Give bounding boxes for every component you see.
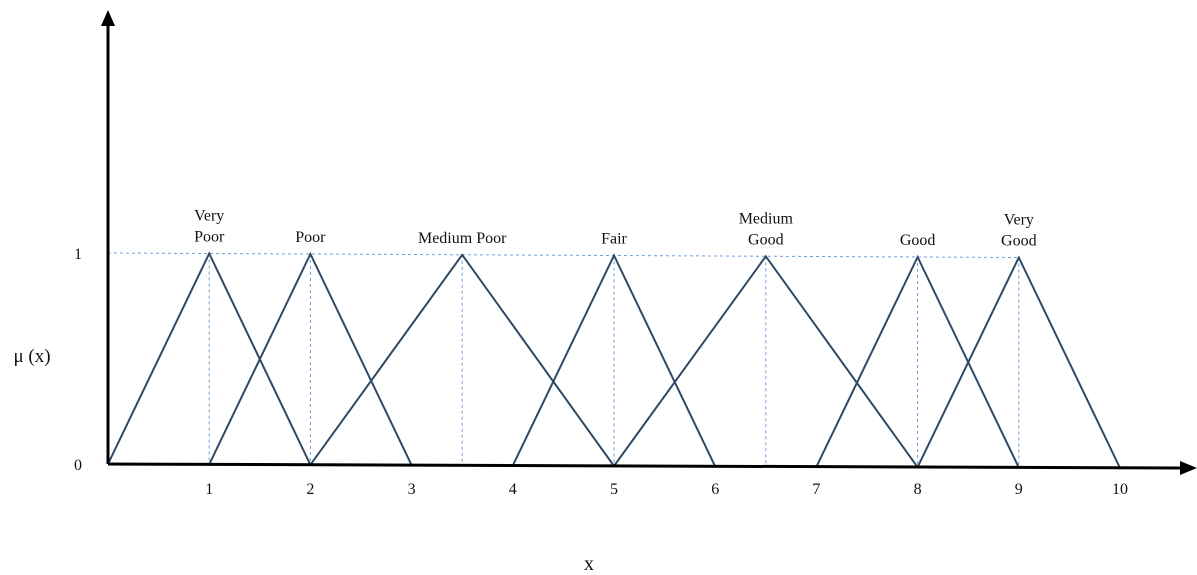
x-tick-label: 8 <box>914 481 922 498</box>
term-label: Very Poor <box>194 208 225 246</box>
x-tick-label: 1 <box>205 481 213 498</box>
x-axis-label: x <box>584 553 594 575</box>
x-tick-label: 3 <box>408 481 416 498</box>
y-tick-label: 1 <box>74 246 82 263</box>
series-good <box>815 254 1020 469</box>
membership-one-guide <box>107 252 1019 258</box>
series-poor <box>208 251 413 466</box>
peak-guide-lines <box>107 252 1020 468</box>
axes <box>101 10 1197 475</box>
membership-functions <box>107 251 1121 469</box>
series-very-poor <box>107 251 312 466</box>
series-very-good <box>916 255 1121 469</box>
series-medium-good <box>613 254 919 468</box>
y-axis-arrow-icon <box>101 10 115 26</box>
x-tick-label: 5 <box>610 481 618 498</box>
x-tick-labels: 1 2 3 4 5 6 7 8 9 10 <box>205 481 1128 498</box>
x-tick-label: 2 <box>306 481 314 498</box>
x-tick-label: 9 <box>1015 481 1023 498</box>
y-tick-label: 0 <box>74 457 82 474</box>
term-labels: Very Poor Poor Medium Poor Fair Medium Good Goo… <box>194 208 1036 250</box>
term-label: Fair <box>601 231 627 248</box>
y-axis-label: μ (x) <box>13 346 50 367</box>
y-tick-labels: 01 <box>74 246 82 474</box>
term-label: Medium Poor <box>418 230 507 247</box>
term-label: Poor <box>295 229 326 246</box>
x-axis-arrow-icon <box>1180 461 1197 475</box>
series-medium-poor <box>309 253 615 467</box>
x-tick-label: 10 <box>1112 481 1128 498</box>
term-label: Medium Good <box>739 210 794 248</box>
x-axis-line <box>107 462 1183 470</box>
term-label: Good <box>900 232 936 249</box>
x-tick-label: 7 <box>812 481 820 498</box>
x-tick-label: 4 <box>509 481 517 498</box>
term-label: Very Good <box>1001 212 1037 250</box>
series-fair <box>511 253 717 467</box>
x-tick-label: 6 <box>711 481 719 498</box>
